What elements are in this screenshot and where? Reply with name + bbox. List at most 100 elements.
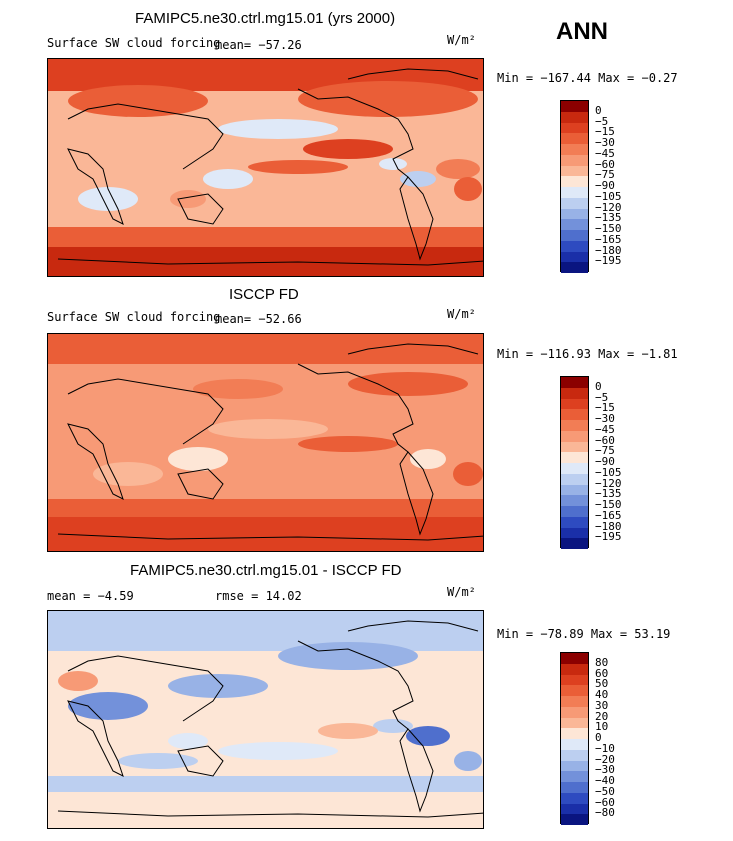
- colorbar-swatch: [561, 771, 588, 782]
- panel1-colorbar-label: −195: [595, 254, 622, 268]
- colorbar-swatch: [561, 219, 588, 230]
- season-label: ANN: [556, 18, 608, 45]
- panel1-colorbar-label: −90: [595, 179, 615, 192]
- colorbar-swatch: [561, 101, 588, 112]
- panel3-colorbar-label: 20: [595, 709, 609, 723]
- colorbar-swatch: [561, 782, 588, 793]
- panel2-colorbar: [560, 376, 589, 549]
- panel3-rmse: rmse = 14.02: [215, 589, 302, 603]
- panel3-colorbar-label: 40: [595, 688, 609, 701]
- colorbar-swatch: [561, 527, 588, 539]
- panel3-colorbar-label: −50: [595, 784, 615, 798]
- colorbar-swatch: [561, 717, 588, 729]
- panel2-minmax: Min = −116.93 Max = −1.81: [497, 347, 678, 361]
- panel1-colorbar-label: −165: [595, 232, 622, 246]
- colorbar-swatch: [561, 653, 588, 664]
- panel3-colorbar-label: 50: [595, 677, 609, 691]
- colorbar-swatch: [561, 441, 588, 453]
- panel3-colorbar-label: −10: [595, 741, 615, 755]
- panel3-colorbar-label: 10: [595, 720, 609, 734]
- colorbar-swatch: [561, 463, 588, 474]
- colorbar-swatch: [561, 122, 588, 134]
- colorbar-swatch: [561, 814, 588, 825]
- colorbar-swatch: [561, 538, 588, 549]
- colorbar-swatch: [561, 728, 588, 739]
- panel1-colorbar-label: −120: [595, 200, 622, 214]
- colorbar-swatch: [561, 484, 588, 496]
- panel1-map: [47, 58, 484, 277]
- colorbar-swatch: [561, 430, 588, 442]
- panel3-minmax: Min = −78.89 Max = 53.19: [497, 627, 671, 641]
- colorbar-swatch: [561, 398, 588, 410]
- panel1-colorbar-label: −5: [595, 114, 609, 128]
- panel3-colorbar-label: −60: [595, 795, 615, 809]
- panel2-colorbar-label: −150: [595, 498, 622, 511]
- colorbar-swatch: [561, 176, 588, 187]
- panel2-colorbar-label: −180: [595, 519, 622, 533]
- colorbar-swatch: [561, 197, 588, 209]
- panel2-colorbar-label: −45: [595, 422, 615, 436]
- colorbar-swatch: [561, 165, 588, 177]
- colorbar-swatch: [561, 409, 588, 420]
- panel2-colorbar-label: −30: [595, 412, 615, 425]
- panel2-colorbar-label: −15: [595, 401, 615, 415]
- panel3-colorbar-label: 0: [595, 731, 602, 744]
- panel1-colorbar-label: −150: [595, 222, 622, 235]
- colorbar-swatch: [561, 133, 588, 144]
- panel1-minmax: Min = −167.44 Max = −0.27: [497, 71, 678, 85]
- colorbar-swatch: [561, 749, 588, 761]
- panel1-colorbar-label: −105: [595, 189, 622, 203]
- panel1-colorbar-label: −135: [595, 211, 622, 225]
- panel3-map: [47, 610, 484, 829]
- colorbar-swatch: [561, 506, 588, 517]
- panel1-colorbar-label: −15: [595, 125, 615, 139]
- panel3-mean: mean = −4.59: [47, 589, 134, 603]
- panel3-colorbar-label: −30: [595, 763, 615, 777]
- panel2-colorbar-label: −105: [595, 465, 622, 479]
- panel1-colorbar-label: −30: [595, 136, 615, 149]
- colorbar-swatch: [561, 377, 588, 388]
- panel2-colorbar-label: −75: [595, 444, 615, 458]
- colorbar-swatch: [561, 387, 588, 399]
- panel3-colorbar-label: 60: [595, 666, 609, 680]
- panel1-title: FAMIPC5.ne30.ctrl.mg15.01 (yrs 2000): [135, 10, 396, 27]
- panel2-title: ISCCP FD: [229, 286, 299, 303]
- panel1-mean: mean= −57.26: [215, 38, 302, 52]
- colorbar-swatch: [561, 187, 588, 198]
- panel2-colorbar-label: −165: [595, 508, 622, 522]
- panel2-colorbar-label: −135: [595, 487, 622, 501]
- colorbar-swatch: [561, 674, 588, 686]
- colorbar-swatch: [561, 240, 588, 252]
- colorbar-swatch: [561, 495, 588, 506]
- colorbar-swatch: [561, 473, 588, 485]
- colorbar-swatch: [561, 420, 588, 431]
- panel1-variable: Surface SW cloud forcing: [47, 36, 221, 50]
- colorbar-swatch: [561, 452, 588, 463]
- panel1-colorbar-label: 0: [595, 103, 602, 117]
- colorbar-swatch: [561, 262, 588, 273]
- colorbar-swatch: [561, 144, 588, 155]
- panel2-colorbar-label: −90: [595, 455, 615, 468]
- panel1-colorbar-label: −45: [595, 146, 615, 160]
- colorbar-swatch: [561, 251, 588, 263]
- panel1-colorbar-label: −75: [595, 168, 615, 182]
- panel1-colorbar-label: −180: [595, 243, 622, 257]
- panel2-colorbar-label: −5: [595, 390, 609, 404]
- panel2-units: W/m²: [447, 307, 476, 321]
- colorbar-swatch: [561, 111, 588, 123]
- colorbar-swatch: [561, 706, 588, 718]
- panel3-units: W/m²: [447, 585, 476, 599]
- panel2-mean: mean= −52.66: [215, 312, 302, 326]
- panel3-colorbar-label: 80: [595, 655, 609, 669]
- colorbar-swatch: [561, 685, 588, 696]
- colorbar-swatch: [561, 230, 588, 241]
- panel2-colorbar-label: −120: [595, 476, 622, 490]
- panel2-colorbar-label: 0: [595, 379, 602, 393]
- colorbar-swatch: [561, 760, 588, 772]
- colorbar-swatch: [561, 516, 588, 528]
- panel1-colorbar-label: −60: [595, 157, 615, 171]
- colorbar-swatch: [561, 663, 588, 675]
- panel3-title: FAMIPC5.ne30.ctrl.mg15.01 - ISCCP FD: [130, 562, 402, 579]
- panel2-colorbar-label: −195: [595, 530, 622, 544]
- panel3-colorbar-label: −80: [595, 806, 615, 820]
